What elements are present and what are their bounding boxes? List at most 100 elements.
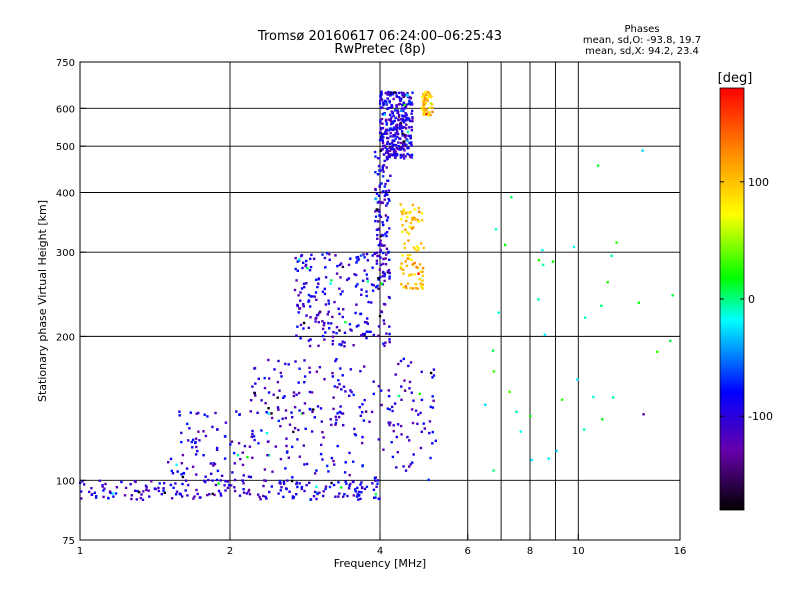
echo-point [411, 203, 415, 207]
echo-point [94, 496, 98, 499]
echo-point [334, 423, 337, 426]
echo-point [427, 93, 430, 96]
echo-point [187, 439, 190, 442]
echo-point [257, 442, 260, 445]
echo-point [381, 106, 384, 109]
echo-point [491, 349, 495, 352]
echo-point [547, 457, 550, 460]
echo-point [428, 95, 431, 98]
echo-point [418, 210, 421, 213]
echo-point [383, 99, 387, 103]
echo-point [213, 493, 216, 497]
echo-point [383, 322, 386, 325]
echo-point [328, 327, 331, 330]
echo-point [410, 153, 414, 156]
echo-point [358, 493, 361, 497]
echo-point [422, 422, 425, 425]
echo-point [385, 190, 388, 193]
echo-point [388, 340, 391, 344]
chart-subtitle: RwPretec (8p) [334, 42, 425, 57]
phase-stats-x: mean, sd,X: 94.2, 23.4 [585, 46, 699, 57]
echo-point [389, 421, 392, 424]
echo-point [354, 311, 357, 315]
echo-point [407, 239, 410, 242]
echo-point [576, 378, 579, 381]
echo-point [374, 210, 377, 213]
echo-point [389, 91, 392, 95]
echo-point [405, 123, 408, 126]
echo-point [377, 194, 381, 197]
echo-point [519, 430, 522, 433]
echo-point [537, 259, 541, 262]
echo-point [339, 367, 342, 370]
echo-point [381, 201, 385, 204]
echo-point [381, 262, 385, 266]
echo-point [429, 456, 432, 460]
echo-point [508, 390, 511, 394]
echo-point [425, 113, 428, 116]
echo-point [279, 371, 282, 375]
echo-point [401, 224, 404, 227]
echo-point [282, 495, 285, 499]
echo-point [315, 497, 318, 501]
echo-point [300, 287, 304, 290]
echo-point [421, 274, 425, 277]
echo-point [341, 315, 344, 319]
echo-point [295, 481, 299, 484]
echo-point [421, 279, 424, 282]
echo-point [354, 488, 357, 491]
echo-point [391, 93, 395, 96]
echo-point [217, 489, 221, 493]
echo-point [270, 416, 274, 420]
echo-point [405, 113, 408, 116]
echo-point [378, 185, 381, 188]
echo-point [263, 376, 266, 380]
echo-point [274, 445, 277, 448]
echo-point [331, 335, 335, 338]
echo-point [375, 208, 379, 211]
echo-point [142, 490, 145, 493]
echo-point [379, 201, 383, 205]
echo-point [422, 93, 426, 96]
echo-point [242, 482, 245, 485]
echo-point [390, 123, 393, 126]
echo-point [103, 487, 106, 490]
echo-point [386, 155, 390, 158]
echo-point [230, 484, 233, 487]
echo-point [276, 380, 280, 384]
echo-point [410, 144, 413, 147]
colorbar-label: [deg] [718, 71, 753, 86]
echo-point [360, 491, 363, 494]
echo-point [303, 375, 307, 378]
echo-point [195, 473, 198, 476]
echo-point [357, 490, 361, 494]
echo-point [348, 473, 351, 477]
echo-point [282, 396, 285, 399]
echo-point [384, 192, 387, 196]
echo-point [494, 228, 498, 231]
echo-point [387, 389, 390, 392]
echo-point [361, 435, 364, 439]
echo-point [321, 290, 325, 293]
echo-point [432, 374, 436, 377]
echo-point [389, 118, 392, 121]
echo-point [192, 497, 195, 500]
x-tick-label: 1 [77, 546, 83, 557]
echo-point [380, 282, 384, 285]
echo-point [383, 279, 386, 283]
echo-point [399, 153, 402, 157]
echo-point [211, 479, 214, 482]
echo-point [377, 287, 380, 290]
echo-point [356, 259, 359, 262]
echo-point [382, 103, 385, 107]
echo-point [338, 263, 342, 267]
echo-point [295, 334, 298, 337]
echo-point [342, 495, 345, 498]
echo-point [328, 253, 331, 256]
echo-point [293, 288, 297, 292]
echo-point [388, 149, 392, 152]
echo-point [336, 386, 339, 389]
echo-point [327, 470, 330, 473]
echo-point [334, 495, 337, 498]
echo-point [194, 437, 198, 440]
